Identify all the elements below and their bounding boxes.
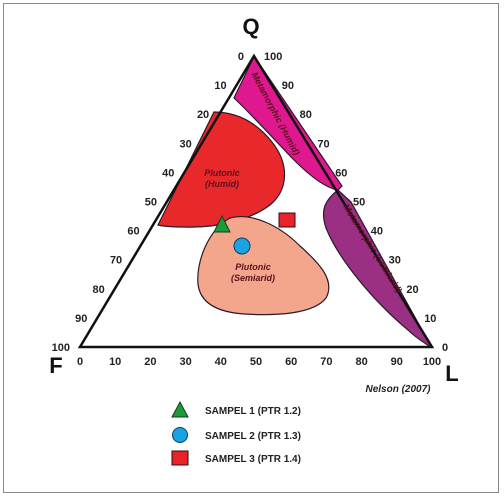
tick-label-bottom-60: 60 [285,356,297,368]
tick-label-left-50: 50 [145,197,157,209]
source-credit: Nelson (2007) [365,384,431,395]
tick-label-right-30: 30 [389,255,401,267]
tick-label-right-70: 70 [317,138,329,150]
tick-label-right-80: 80 [300,109,312,121]
tick-label-left-30: 30 [180,138,192,150]
field-metamorphic-semiarid [322,189,433,349]
legend-sample-3-label: SAMPEL 3 (PTR 1.4) [205,454,301,465]
tick-label-bottom-50: 50 [250,356,262,368]
apex-label-q: Q [242,14,259,39]
tick-label-left-90: 90 [75,313,87,325]
tick-label-right-100: 100 [264,51,282,63]
field-plutonic-humid [157,111,286,228]
legend-sample-3-marker [171,450,189,466]
tick-label-bottom-100: 100 [423,356,441,368]
tick-labels-left-edge: 0 10 20 30 40 50 60 70 80 90 100 [52,51,244,354]
apex-label-l: L [445,361,458,386]
tick-label-left-100: 100 [52,342,70,354]
tick-label-right-40: 40 [371,226,383,238]
field-label-plutonic-humid-line1: Plutonic [204,168,240,178]
tick-label-left-20: 20 [197,109,209,121]
tick-label-right-50: 50 [353,197,365,209]
legend-sample-2-label: SAMPEL 2 (PTR 1.3) [205,431,301,442]
tick-label-bottom-90: 90 [391,356,403,368]
tick-label-right-20: 20 [406,284,418,296]
ternary-triangle [77,53,435,349]
tick-label-right-90: 90 [282,80,294,92]
tick-label-left-10: 10 [214,80,226,92]
tick-label-bottom-10: 10 [109,356,121,368]
field-label-plutonic-semiarid-line1: Plutonic [235,262,271,272]
sample-2-marker [233,237,251,255]
tick-label-left-80: 80 [93,284,105,296]
apex-label-f: F [49,353,62,378]
field-plutonic-semiarid [197,216,330,316]
tick-label-left-60: 60 [127,226,139,238]
tick-label-right-60: 60 [335,167,347,179]
tick-label-left-70: 70 [110,255,122,267]
field-label-plutonic-semiarid-line2: (Semiarid) [231,273,275,283]
tick-labels-bottom-edge: 0 10 20 30 40 50 60 70 80 90 100 [77,356,441,368]
tick-label-bottom-40: 40 [215,356,227,368]
tick-label-left-40: 40 [162,167,174,179]
sample-3-marker [278,212,296,228]
tick-label-bottom-30: 30 [179,356,191,368]
sample-1-marker [213,214,231,233]
tick-label-bottom-80: 80 [355,356,367,368]
field-label-plutonic-humid-line2: (Humid) [205,179,239,189]
tick-label-bottom-70: 70 [320,356,332,368]
tick-label-bottom-20: 20 [144,356,156,368]
tick-label-right-10: 10 [424,313,436,325]
legend: SAMPEL 1 (PTR 1.2) SAMPEL 2 (PTR 1.3) SA… [171,400,301,466]
legend-sample-1-marker [171,400,189,418]
tick-label-right-0: 0 [442,342,448,354]
legend-sample-2-marker [172,427,188,443]
tick-label-bottom-0: 0 [77,356,83,368]
legend-sample-1-label: SAMPEL 1 (PTR 1.2) [205,406,301,417]
tick-label-left-0: 0 [238,51,244,63]
